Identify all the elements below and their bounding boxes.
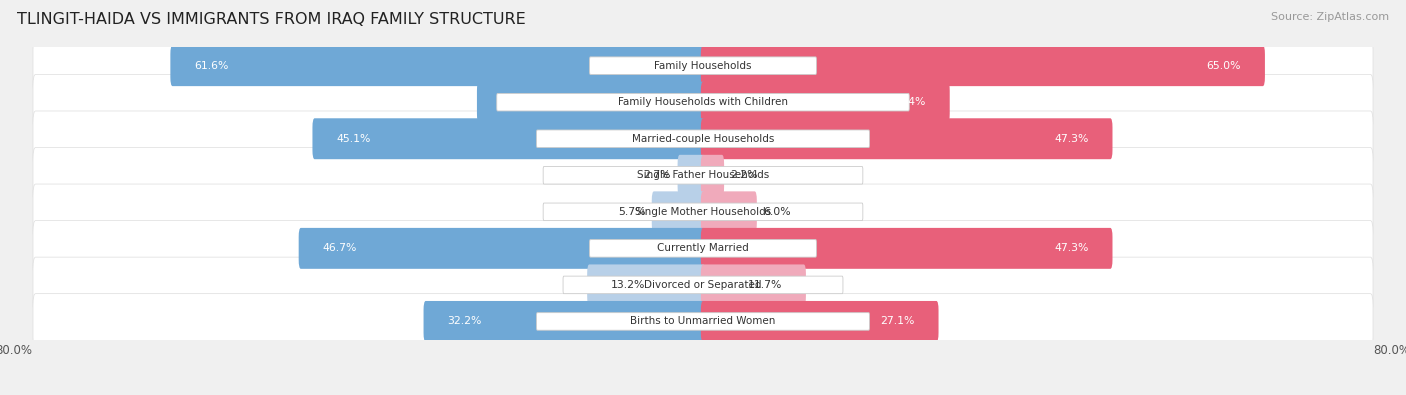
Text: 45.1%: 45.1% bbox=[336, 134, 371, 144]
Text: 65.0%: 65.0% bbox=[1206, 61, 1241, 71]
Text: 47.3%: 47.3% bbox=[1054, 243, 1088, 253]
Text: 13.2%: 13.2% bbox=[610, 280, 645, 290]
FancyBboxPatch shape bbox=[32, 38, 1374, 94]
FancyBboxPatch shape bbox=[32, 74, 1374, 130]
Text: Married-couple Households: Married-couple Households bbox=[631, 134, 775, 144]
FancyBboxPatch shape bbox=[700, 82, 949, 123]
FancyBboxPatch shape bbox=[543, 203, 863, 220]
FancyBboxPatch shape bbox=[423, 301, 706, 342]
FancyBboxPatch shape bbox=[32, 220, 1374, 276]
FancyBboxPatch shape bbox=[496, 94, 910, 111]
Text: Single Father Households: Single Father Households bbox=[637, 170, 769, 180]
FancyBboxPatch shape bbox=[537, 130, 869, 147]
FancyBboxPatch shape bbox=[700, 301, 939, 342]
FancyBboxPatch shape bbox=[312, 118, 706, 159]
Text: Family Households: Family Households bbox=[654, 61, 752, 71]
Text: 5.7%: 5.7% bbox=[617, 207, 645, 217]
Text: 26.0%: 26.0% bbox=[501, 97, 536, 107]
FancyBboxPatch shape bbox=[589, 57, 817, 74]
Text: 2.7%: 2.7% bbox=[644, 170, 671, 180]
FancyBboxPatch shape bbox=[588, 264, 706, 305]
Legend: Tlingit-Haida, Immigrants from Iraq: Tlingit-Haida, Immigrants from Iraq bbox=[560, 392, 846, 395]
Text: 27.1%: 27.1% bbox=[880, 316, 915, 326]
FancyBboxPatch shape bbox=[700, 191, 756, 232]
FancyBboxPatch shape bbox=[537, 313, 869, 330]
FancyBboxPatch shape bbox=[678, 155, 706, 196]
Text: 47.3%: 47.3% bbox=[1054, 134, 1088, 144]
FancyBboxPatch shape bbox=[700, 118, 1112, 159]
Text: TLINGIT-HAIDA VS IMMIGRANTS FROM IRAQ FAMILY STRUCTURE: TLINGIT-HAIDA VS IMMIGRANTS FROM IRAQ FA… bbox=[17, 12, 526, 27]
FancyBboxPatch shape bbox=[700, 155, 724, 196]
FancyBboxPatch shape bbox=[32, 257, 1374, 313]
FancyBboxPatch shape bbox=[477, 82, 706, 123]
Text: 2.2%: 2.2% bbox=[731, 170, 758, 180]
Text: 46.7%: 46.7% bbox=[322, 243, 357, 253]
Text: Single Mother Households: Single Mother Households bbox=[636, 207, 770, 217]
Text: Family Households with Children: Family Households with Children bbox=[619, 97, 787, 107]
Text: Births to Unmarried Women: Births to Unmarried Women bbox=[630, 316, 776, 326]
Text: Currently Married: Currently Married bbox=[657, 243, 749, 253]
FancyBboxPatch shape bbox=[32, 293, 1374, 349]
FancyBboxPatch shape bbox=[543, 167, 863, 184]
FancyBboxPatch shape bbox=[700, 264, 806, 305]
Text: 11.7%: 11.7% bbox=[748, 280, 782, 290]
Text: 32.2%: 32.2% bbox=[447, 316, 482, 326]
FancyBboxPatch shape bbox=[170, 45, 706, 86]
FancyBboxPatch shape bbox=[652, 191, 706, 232]
FancyBboxPatch shape bbox=[32, 111, 1374, 167]
Text: 6.0%: 6.0% bbox=[763, 207, 792, 217]
FancyBboxPatch shape bbox=[562, 276, 844, 293]
FancyBboxPatch shape bbox=[298, 228, 706, 269]
Text: 61.6%: 61.6% bbox=[194, 61, 228, 71]
FancyBboxPatch shape bbox=[700, 228, 1112, 269]
FancyBboxPatch shape bbox=[589, 240, 817, 257]
FancyBboxPatch shape bbox=[32, 147, 1374, 203]
Text: Source: ZipAtlas.com: Source: ZipAtlas.com bbox=[1271, 12, 1389, 22]
Text: 28.4%: 28.4% bbox=[891, 97, 927, 107]
FancyBboxPatch shape bbox=[700, 45, 1265, 86]
Text: Divorced or Separated: Divorced or Separated bbox=[644, 280, 762, 290]
FancyBboxPatch shape bbox=[32, 184, 1374, 240]
